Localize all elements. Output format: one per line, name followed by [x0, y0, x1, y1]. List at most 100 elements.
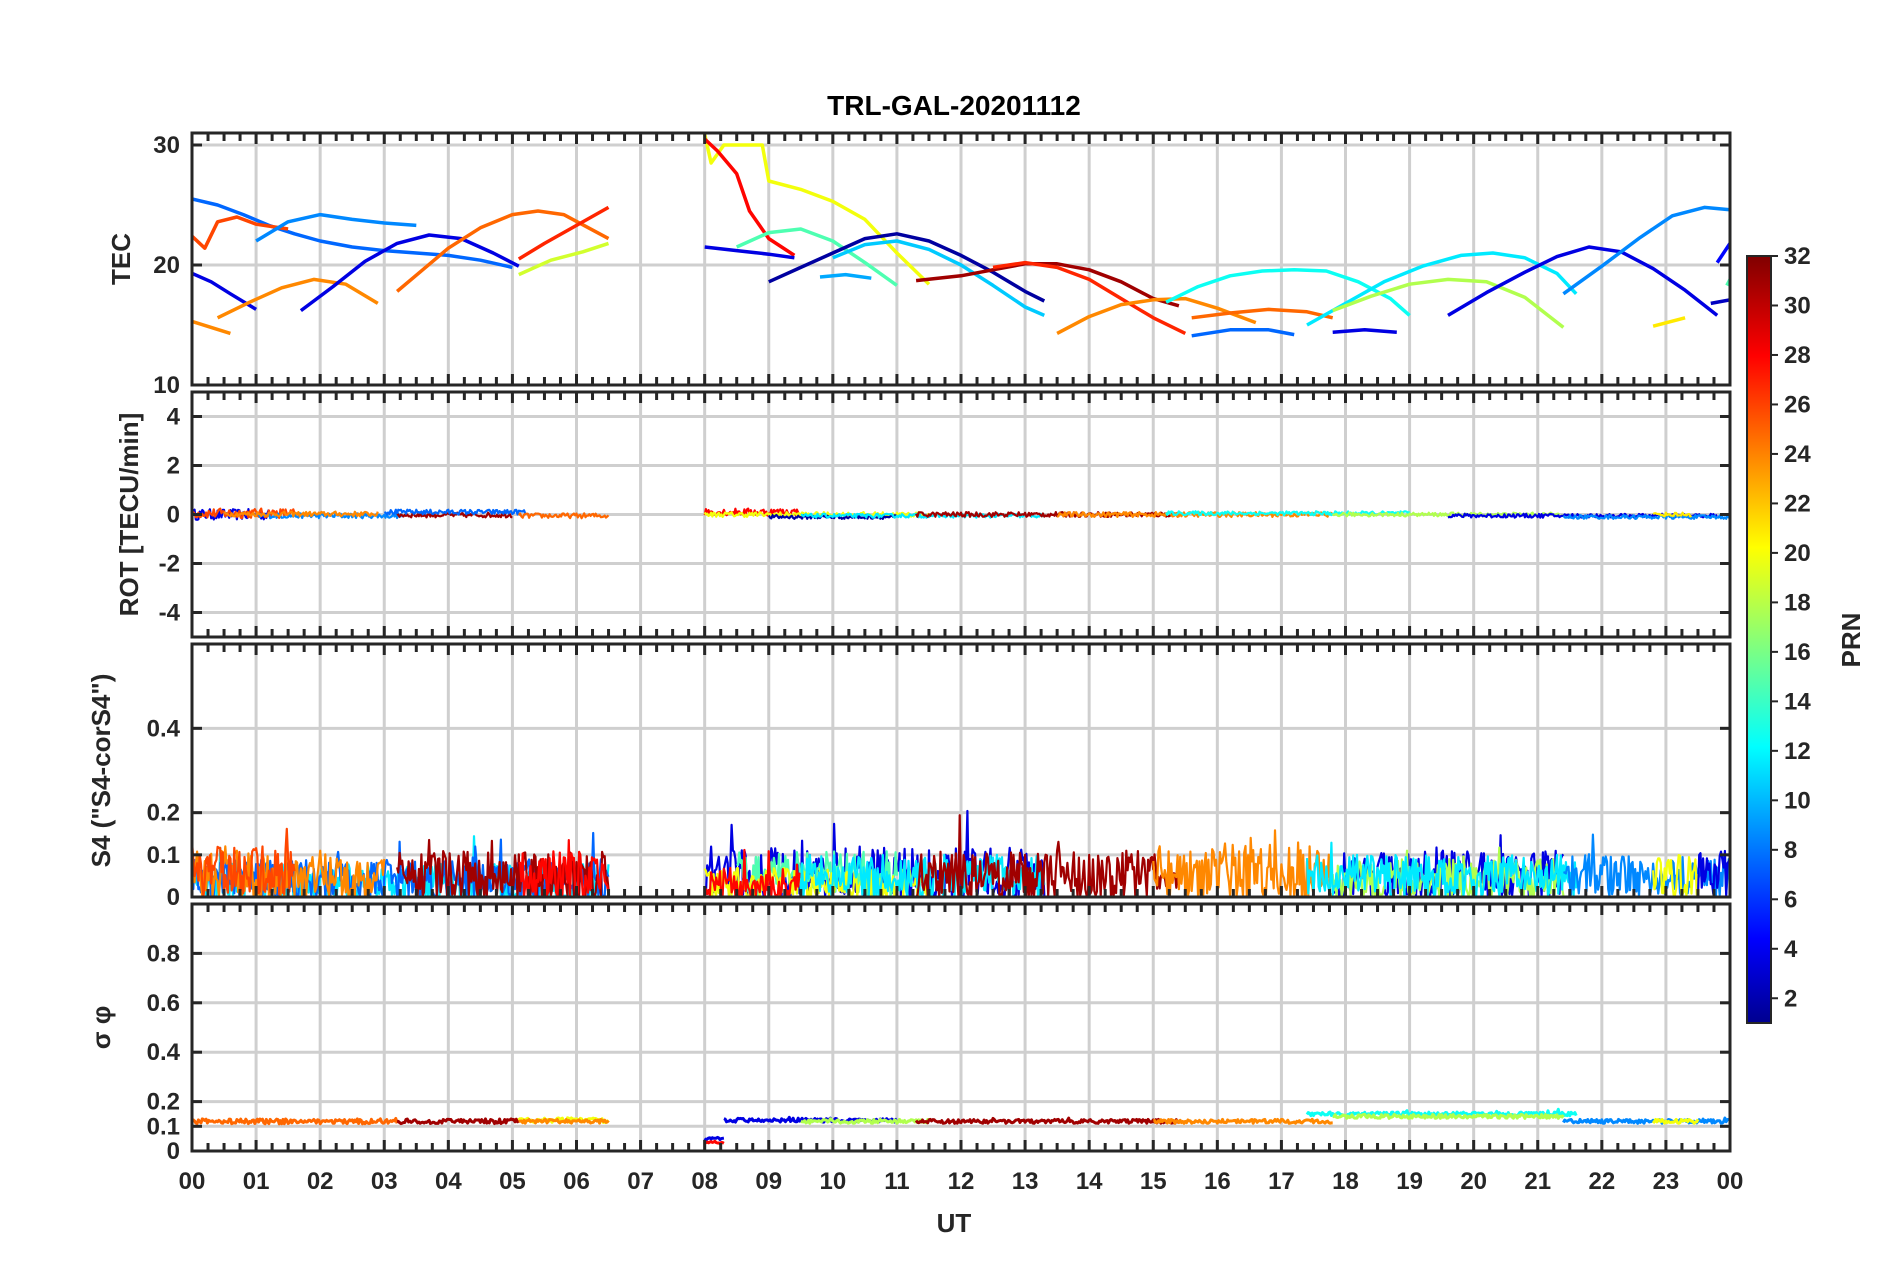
sigma-y-tick-label: 0.1 — [147, 1113, 180, 1140]
x-tick-label: 16 — [1204, 1168, 1231, 1195]
sigma-y-tick-label: 0 — [167, 1138, 180, 1165]
tec-y-axis-label: TEC — [106, 233, 136, 285]
x-tick-label: 20 — [1460, 1168, 1487, 1195]
x-tick-label: 01 — [243, 1168, 270, 1195]
s4-y-axis-label: S4 ("S4-corS4") — [86, 674, 116, 868]
s4-y-tick-label: 0 — [167, 884, 180, 911]
s4-segment-prn-20 — [1652, 853, 1700, 897]
colorbar-tick-label: 18 — [1784, 589, 1811, 616]
colorbar-tick-label: 16 — [1784, 639, 1811, 666]
tec-series-prn-18 — [1332, 277, 1565, 329]
s4-segment-prn-28 — [518, 838, 610, 897]
chart-title: TRL-GAL-20201112 — [827, 90, 1081, 121]
colorbar-label: PRN — [1836, 613, 1866, 668]
tec-series-prn-12 — [1306, 251, 1578, 327]
tec-series-prn-8 — [192, 197, 513, 270]
x-tick-label: 08 — [691, 1168, 718, 1195]
rot-y-tick-label: 2 — [167, 453, 180, 480]
s4-y-tick-label: 0.1 — [147, 842, 180, 869]
colorbar-tick-label: 6 — [1784, 886, 1797, 913]
sigma-segment-prn-31 — [396, 1117, 520, 1126]
tec-series-prn-8 — [1191, 328, 1295, 338]
tec-series-prn-24 — [1056, 296, 1257, 335]
tec-series-prn-27 — [517, 205, 610, 261]
s4-y-tick-label: 0.4 — [147, 715, 181, 742]
colorbar-tick-label: 14 — [1784, 688, 1811, 715]
panel-s4: 0 0.1 0.2 0.4 S4 ("S4-corS4") — [86, 642, 1732, 911]
s4-data — [192, 809, 1730, 897]
rot-y-axis-label: ROT [TECU/min] — [114, 413, 144, 617]
tec-series-prn-19 — [518, 241, 610, 277]
sigma-y-axis-label: σ φ — [86, 1006, 116, 1050]
x-tick-label: 14 — [1076, 1168, 1103, 1195]
x-tick-label: 07 — [627, 1168, 654, 1195]
s4-segment-prn-31 — [916, 814, 1180, 897]
colorbar-tick-label: 10 — [1784, 787, 1811, 814]
rot-segment-prn-21 — [1652, 511, 1693, 518]
tec-series-prn-4 — [704, 245, 795, 260]
x-axis-label: UT — [937, 1208, 972, 1238]
tec-series-prn-31 — [915, 262, 1180, 308]
sigma-segment-prn-25 — [192, 1117, 399, 1126]
sigma-segment-prn-24 — [518, 1118, 610, 1125]
tec-series-prn-21 — [1652, 316, 1686, 328]
rot-segment-prn-8 — [383, 508, 527, 516]
rot-data — [192, 507, 1730, 521]
panel-sigma: 00.10.2 0.4 0.6 0.8 σ φ — [86, 902, 1732, 1165]
s4-segment-prn-26 — [192, 827, 296, 897]
tec-series-prn-5 — [1715, 242, 1730, 264]
panel-tec: 10 20 30 TEC — [106, 131, 1732, 399]
tec-y-tick-label: 10 — [153, 372, 180, 399]
tec-series-prn-27 — [992, 260, 1187, 335]
colorbar-gradient — [1746, 255, 1772, 1024]
sigma-y-tick-label: 0.8 — [147, 940, 180, 967]
tec-series-prn-25 — [1191, 307, 1334, 320]
rot-y-tick-label: 0 — [167, 502, 180, 529]
sigma-segment-prn-20 — [1651, 1117, 1700, 1125]
tec-y-tick-label: 20 — [153, 252, 180, 279]
tec-series-prn-4 — [299, 233, 520, 313]
x-tick-label: 17 — [1268, 1168, 1295, 1195]
colorbar-tick-label: 32 — [1784, 243, 1811, 270]
tec-series-prn-4 — [192, 271, 258, 311]
s4-y-tick-label: 0.2 — [147, 800, 180, 827]
x-tick-label: 02 — [307, 1168, 334, 1195]
x-tick-label: 12 — [948, 1168, 975, 1195]
rot-segment-prn-9 — [1562, 513, 1730, 521]
x-tick-label: 04 — [435, 1168, 462, 1195]
x-tick-label: 15 — [1140, 1168, 1167, 1195]
rot-y-tick-label: 4 — [167, 404, 181, 431]
rot-segment-prn-24 — [223, 510, 379, 518]
sigma-y-tick-label: 0.2 — [147, 1089, 180, 1116]
colorbar-tick-label: 20 — [1784, 540, 1811, 567]
colorbar-tick-label: 2 — [1784, 985, 1797, 1012]
tec-series-prn-11 — [832, 239, 1046, 318]
colorbar-tick-label: 22 — [1784, 490, 1811, 517]
sigma-segment-prn-9 — [1562, 1116, 1730, 1125]
s4-segment-prn-31 — [396, 838, 610, 897]
tec-data — [192, 133, 1730, 338]
tec-series-prn-26 — [192, 215, 289, 250]
tec-series-prn-2 — [768, 232, 1046, 303]
colorbar-tick-label: 30 — [1784, 292, 1811, 319]
tec-series-prn-28 — [703, 137, 796, 257]
s4-segment-prn-12 — [1305, 841, 1578, 897]
tec-series-prn-24 — [216, 277, 379, 320]
colorbar-tick-label: 12 — [1784, 738, 1811, 765]
panel-rot: -4 -2 0 2 4 ROT [TECU/min] — [114, 390, 1732, 639]
x-tick-label: 18 — [1332, 1168, 1359, 1195]
rot-segment-prn-25 — [517, 512, 610, 520]
colorbar-tick-label: 28 — [1784, 342, 1811, 369]
sigma-segment-prn-31 — [914, 1116, 1181, 1125]
rot-segment-prn-13 — [1165, 510, 1411, 517]
tec-series-prn-4 — [1332, 328, 1397, 334]
colorbar-tick-label: 4 — [1784, 936, 1798, 963]
x-tick-label: 11 — [884, 1168, 909, 1195]
tec-series-prn-25 — [395, 209, 610, 293]
s4-segment-prn-28 — [703, 848, 802, 897]
tec-y-tick-label: 30 — [153, 132, 180, 159]
